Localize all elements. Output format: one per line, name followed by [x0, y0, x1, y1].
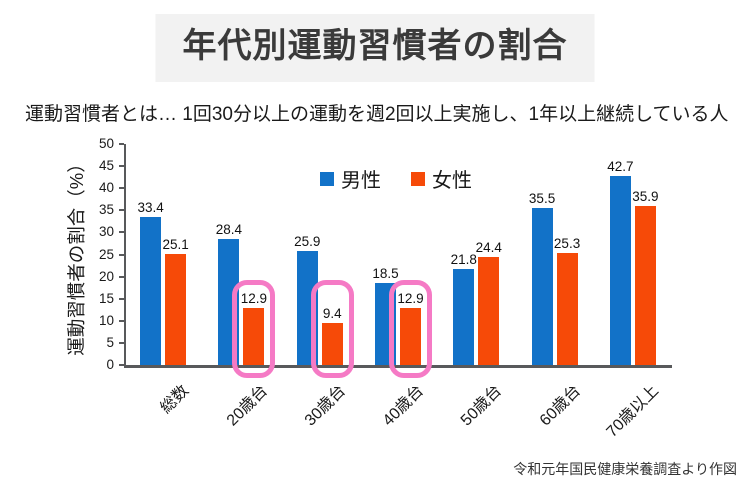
y-tick-mark: [119, 187, 124, 190]
x-category-label: 20歳台: [223, 382, 271, 430]
y-tick-label: 35: [98, 202, 114, 218]
bar-value-label: 25.3: [553, 236, 581, 252]
bar-female: [478, 257, 500, 365]
legend-label-female: 女性: [432, 170, 472, 192]
y-tick-mark: [119, 364, 124, 366]
legend-item-male: 男性: [320, 164, 381, 193]
x-category-label: 60歳台: [536, 382, 584, 430]
bar-value-label: 21.8: [450, 251, 477, 267]
female-series-swatch-icon: [411, 171, 425, 186]
bar-value-label: 33.4: [137, 200, 164, 216]
male-series-swatch-icon: [320, 171, 334, 186]
legend: 男性 女性: [320, 164, 472, 193]
y-tick-mark: [119, 253, 124, 256]
bar-female: [634, 206, 656, 365]
highlight-box: [310, 280, 354, 378]
y-tick-label: 50: [98, 136, 114, 151]
bar-value-label: 25.1: [162, 237, 189, 253]
y-tick-mark: [119, 341, 124, 344]
y-tick-label: 25: [98, 246, 114, 262]
bar-value-label: 28.4: [215, 222, 243, 238]
bar-male: [531, 208, 553, 365]
bar-female: [321, 323, 343, 365]
y-tick-label: 20: [98, 268, 114, 284]
y-tick-label: 30: [98, 224, 114, 240]
y-tick-mark: [119, 165, 124, 168]
y-axis-line: [124, 144, 126, 366]
x-category-label: 40歳台: [380, 382, 428, 430]
bar-value-label: 42.7: [607, 159, 634, 175]
x-category-label: 総数: [157, 382, 193, 417]
highlight-box: [389, 280, 432, 378]
title-box: 年代別運動習慣者の割合: [155, 14, 595, 82]
y-tick-label: 45: [98, 158, 114, 174]
bar-value-label: 35.9: [632, 189, 659, 205]
bar-male: [140, 217, 162, 365]
y-tick-label: 40: [98, 180, 114, 196]
bar-value-label: 25.9: [294, 233, 321, 249]
bar-value-label: 9.4: [322, 306, 342, 322]
y-tick-label: 0: [106, 357, 114, 372]
y-tick-label: 10: [98, 312, 114, 328]
y-tick-label: 15: [98, 290, 114, 306]
y-tick-mark: [119, 319, 124, 322]
bar-female: [243, 307, 265, 365]
bar-value-label: 35.5: [528, 191, 556, 207]
bar-female: [165, 254, 187, 365]
bar-value-label: 24.4: [475, 240, 502, 256]
x-category-label: 50歳台: [458, 382, 506, 430]
y-tick-mark: [119, 231, 124, 234]
x-category-label: 30歳台: [301, 382, 349, 430]
source-caption: 令和元年国民健康栄養調査より作図: [513, 461, 737, 477]
y-tick-mark: [119, 297, 124, 300]
bar-female: [556, 253, 578, 365]
y-tick-mark: [119, 275, 124, 278]
legend-label-male: 男性: [341, 170, 381, 192]
legend-item-female: 女性: [411, 164, 472, 193]
page-title: 年代別運動習慣者の割合: [182, 27, 568, 65]
bar-value-label: 18.5: [372, 266, 399, 282]
y-tick-mark: [119, 143, 124, 145]
y-tick-mark: [119, 209, 124, 212]
y-tick-label: 5: [106, 334, 114, 350]
highlight-box: [232, 280, 276, 378]
chart-subtitle: 運動習慣者とは… 1回30分以上の運動を週2回以上実施し、1年以上継続している人: [25, 104, 729, 125]
bar-male: [609, 176, 631, 365]
bar-female: [400, 307, 421, 365]
bar-male: [453, 268, 475, 365]
x-category-label: 70歳以上: [603, 382, 663, 441]
